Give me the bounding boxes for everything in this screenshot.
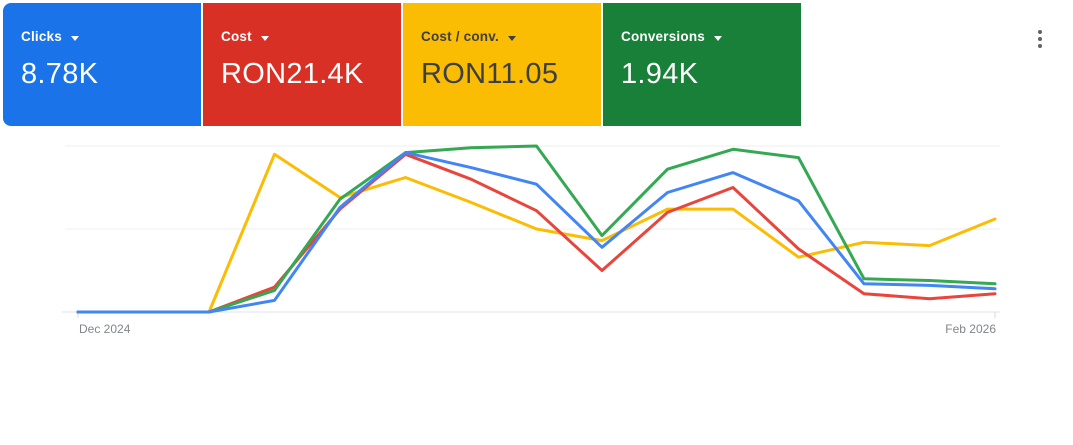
metric-cards-row: Clicks 8.78K Cost RON21.4K Cost / conv. … — [3, 3, 801, 126]
chevron-down-icon — [260, 35, 269, 41]
metric-card-conversions[interactable]: Conversions 1.94K — [603, 3, 801, 126]
metric-dropdown-cost[interactable]: Cost — [221, 29, 401, 45]
x-axis-label-start: Dec 2024 — [79, 322, 131, 336]
kebab-menu-icon — [1038, 30, 1042, 34]
more-options-button[interactable] — [1028, 24, 1052, 54]
series-line-conversions[interactable] — [76, 144, 997, 314]
x-axis-label-end: Feb 2026 — [945, 322, 996, 336]
chevron-down-icon — [507, 35, 516, 41]
chevron-down-icon — [70, 35, 79, 41]
metric-card-cost-per-conv[interactable]: Cost / conv. RON11.05 — [403, 3, 601, 126]
chart-canvas[interactable]: Dec 2024 Feb 2026 — [0, 130, 1073, 345]
metric-card-cost[interactable]: Cost RON21.4K — [203, 3, 401, 126]
metric-value: RON11.05 — [421, 58, 559, 90]
metric-label: Conversions — [621, 29, 705, 44]
metric-label: Cost / conv. — [421, 29, 499, 44]
chart-series-lines — [76, 144, 997, 314]
chevron-down-icon — [713, 35, 722, 41]
metric-label: Cost — [221, 29, 252, 44]
metric-value: RON21.4K — [221, 58, 364, 90]
metric-value: 8.78K — [21, 58, 99, 90]
metric-dropdown-clicks[interactable]: Clicks — [21, 29, 201, 45]
series-line-clicks[interactable] — [76, 151, 997, 314]
performance-time-series-chart[interactable]: Dec 2024 Feb 2026 — [0, 130, 1073, 345]
metric-dropdown-conversions[interactable]: Conversions — [621, 29, 801, 45]
metric-label: Clicks — [21, 29, 62, 44]
metric-card-clicks[interactable]: Clicks 8.78K — [3, 3, 201, 126]
metric-value: 1.94K — [621, 58, 699, 90]
series-line-cost[interactable] — [76, 152, 997, 314]
series-line-cost-conv[interactable] — [76, 152, 997, 314]
metric-dropdown-cost-per-conv[interactable]: Cost / conv. — [421, 29, 601, 45]
